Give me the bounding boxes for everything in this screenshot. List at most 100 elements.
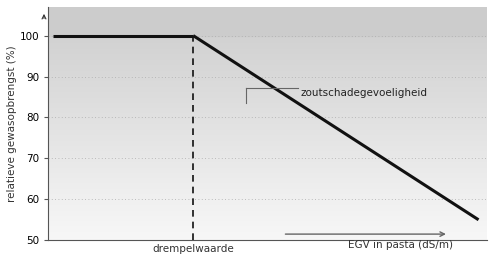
- Bar: [48, 190, 487, 191]
- Bar: [48, 75, 487, 76]
- Bar: [48, 218, 487, 219]
- Bar: [48, 37, 487, 38]
- Bar: [48, 111, 487, 112]
- Bar: [48, 176, 487, 177]
- Bar: [48, 55, 487, 56]
- Bar: [48, 149, 487, 150]
- Bar: [48, 181, 487, 182]
- Bar: [48, 146, 487, 147]
- Bar: [48, 211, 487, 212]
- Bar: [48, 127, 487, 128]
- Bar: [48, 199, 487, 200]
- Bar: [48, 206, 487, 207]
- Bar: [48, 177, 487, 178]
- Bar: [48, 17, 487, 18]
- Bar: [48, 126, 487, 127]
- Bar: [48, 63, 487, 64]
- Bar: [48, 227, 487, 228]
- Bar: [48, 92, 487, 93]
- Bar: [48, 78, 487, 79]
- Bar: [48, 171, 487, 172]
- Bar: [48, 27, 487, 28]
- Bar: [48, 217, 487, 218]
- Bar: [48, 101, 487, 102]
- Bar: [48, 161, 487, 162]
- Bar: [48, 212, 487, 213]
- Bar: [48, 184, 487, 185]
- Bar: [48, 200, 487, 201]
- Bar: [48, 84, 487, 85]
- Bar: [48, 39, 487, 40]
- Bar: [48, 82, 487, 83]
- Bar: [48, 216, 487, 217]
- Bar: [48, 7, 487, 36]
- Bar: [48, 97, 487, 98]
- Bar: [48, 61, 487, 62]
- Bar: [48, 119, 487, 120]
- Bar: [48, 133, 487, 134]
- Bar: [48, 196, 487, 197]
- Bar: [48, 95, 487, 96]
- Bar: [48, 147, 487, 148]
- Bar: [48, 115, 487, 116]
- Bar: [48, 100, 487, 101]
- Bar: [48, 128, 487, 129]
- Bar: [48, 99, 487, 100]
- Bar: [48, 69, 487, 70]
- Bar: [48, 209, 487, 210]
- Bar: [48, 102, 487, 103]
- Bar: [48, 30, 487, 31]
- Bar: [48, 44, 487, 45]
- Bar: [48, 213, 487, 214]
- Bar: [48, 47, 487, 48]
- Bar: [48, 35, 487, 36]
- Bar: [48, 191, 487, 192]
- Bar: [48, 179, 487, 180]
- Bar: [48, 19, 487, 20]
- Bar: [48, 220, 487, 221]
- Bar: [48, 160, 487, 161]
- Bar: [48, 103, 487, 104]
- Bar: [48, 238, 487, 239]
- Bar: [48, 73, 487, 74]
- Bar: [48, 197, 487, 198]
- Bar: [48, 107, 487, 108]
- Bar: [48, 10, 487, 11]
- Bar: [48, 91, 487, 92]
- Bar: [48, 174, 487, 175]
- Bar: [48, 51, 487, 52]
- Bar: [48, 158, 487, 159]
- Bar: [48, 36, 487, 37]
- Bar: [48, 226, 487, 227]
- Bar: [48, 12, 487, 13]
- Bar: [48, 180, 487, 181]
- Bar: [48, 98, 487, 99]
- Bar: [48, 202, 487, 203]
- Bar: [48, 106, 487, 107]
- Bar: [48, 81, 487, 82]
- Bar: [48, 185, 487, 186]
- Bar: [48, 43, 487, 44]
- Bar: [48, 223, 487, 224]
- Bar: [48, 46, 487, 47]
- Bar: [48, 77, 487, 78]
- Bar: [48, 113, 487, 114]
- Bar: [48, 132, 487, 133]
- Bar: [48, 117, 487, 118]
- Bar: [48, 66, 487, 67]
- Bar: [48, 8, 487, 9]
- Bar: [48, 224, 487, 225]
- Bar: [48, 68, 487, 69]
- Bar: [48, 31, 487, 32]
- Bar: [48, 89, 487, 90]
- Bar: [48, 208, 487, 209]
- Bar: [48, 88, 487, 89]
- Bar: [48, 109, 487, 110]
- Bar: [48, 26, 487, 27]
- Bar: [48, 225, 487, 226]
- Bar: [48, 164, 487, 165]
- Bar: [48, 71, 487, 72]
- Text: zoutschadegevoeligheid: zoutschadegevoeligheid: [300, 88, 427, 98]
- Bar: [48, 136, 487, 137]
- Bar: [48, 85, 487, 86]
